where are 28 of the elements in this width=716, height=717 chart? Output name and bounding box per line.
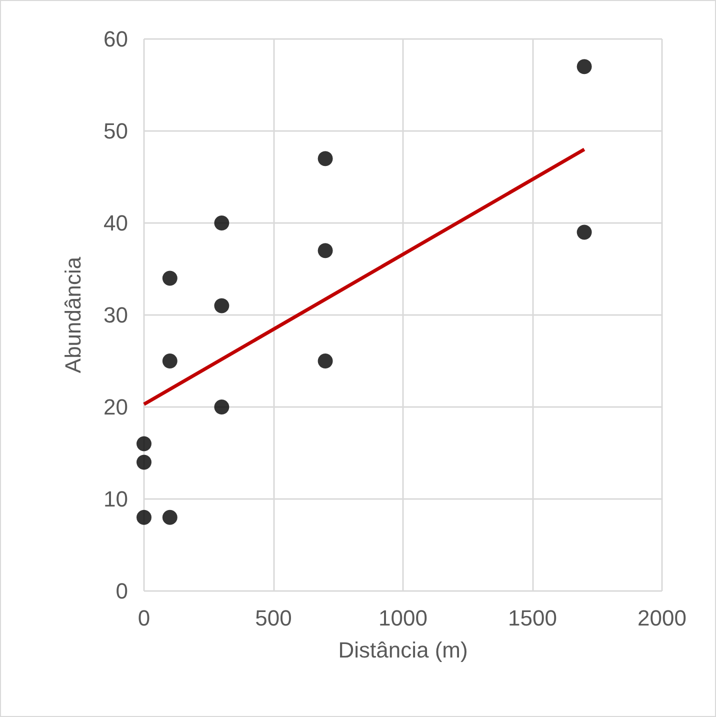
y-tick-label: 30 xyxy=(104,302,128,328)
point xyxy=(576,224,592,240)
point xyxy=(162,270,178,286)
point xyxy=(318,354,333,368)
x-tick-label: 1000 xyxy=(378,606,428,630)
point xyxy=(214,298,230,314)
y-axis-title: Abundância xyxy=(60,256,86,374)
point xyxy=(136,454,152,470)
point xyxy=(162,354,178,368)
y-tick-label: 10 xyxy=(104,486,128,512)
point xyxy=(162,510,178,525)
x-tick-label: 0 xyxy=(138,606,150,630)
y-tick-label: 0 xyxy=(116,578,128,604)
point xyxy=(214,400,230,414)
point xyxy=(576,59,592,74)
point xyxy=(136,436,152,452)
point xyxy=(136,510,152,525)
x-tick-label: 1500 xyxy=(508,606,557,630)
y-tick-label: 50 xyxy=(104,118,128,144)
x-tick-label: 500 xyxy=(255,606,292,630)
x-axis-title: Distância (m) xyxy=(338,638,468,662)
y-tick-label: 60 xyxy=(104,26,128,52)
point xyxy=(318,243,333,258)
y-tick-label: 20 xyxy=(104,394,128,420)
x-tick-label: 2000 xyxy=(638,606,686,630)
point xyxy=(318,151,333,166)
point xyxy=(214,216,230,230)
y-tick-label: 40 xyxy=(104,210,128,236)
